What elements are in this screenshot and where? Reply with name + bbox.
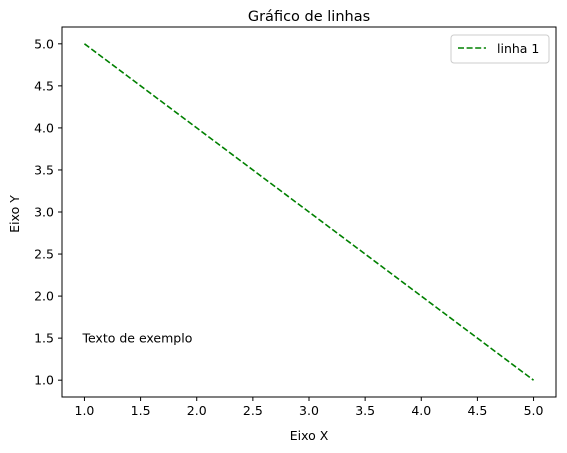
legend-label-linha-1: linha 1 — [497, 41, 539, 56]
y-tick-label: 1.5 — [34, 331, 54, 346]
x-tick-label: 2.5 — [243, 403, 263, 418]
legend-box — [450, 34, 550, 64]
x-axis-ticks: 1.0 1.5 2.0 2.5 3.0 3.5 4.0 4.5 5.0 — [75, 397, 544, 418]
y-tick-label: 4.0 — [34, 120, 54, 135]
annotation-text: Texto de exemplo — [81, 331, 192, 346]
x-tick-label: 4.5 — [467, 403, 487, 418]
y-tick-label: 2.5 — [34, 247, 54, 262]
x-tick-label: 1.5 — [131, 403, 151, 418]
x-tick-label: 3.0 — [299, 403, 319, 418]
y-axis-ticks: 1.0 1.5 2.0 2.5 3.0 3.5 4.0 4.5 5.0 — [34, 36, 62, 388]
x-tick-label: 2.0 — [187, 403, 207, 418]
y-tick-label: 1.0 — [34, 373, 54, 388]
y-tick-label: 3.0 — [34, 205, 54, 220]
chart-title: Gráfico de linhas — [248, 9, 370, 25]
x-tick-label: 5.0 — [524, 403, 544, 418]
y-axis-label: Eixo Y — [7, 195, 22, 233]
x-axis-label: Eixo X — [290, 428, 329, 443]
y-tick-label: 2.0 — [34, 289, 54, 304]
y-tick-label: 3.5 — [34, 162, 54, 177]
y-tick-label: 4.5 — [34, 78, 54, 93]
series-layer — [83, 43, 535, 381]
plot-area-frame — [61, 26, 557, 398]
x-tick-label: 3.5 — [355, 403, 375, 418]
x-tick-label: 1.0 — [75, 403, 95, 418]
legend: linha 1 — [450, 34, 550, 64]
series-line-1 — [83, 43, 535, 381]
y-tick-label: 5.0 — [34, 36, 54, 51]
x-tick-label: 4.0 — [411, 403, 431, 418]
